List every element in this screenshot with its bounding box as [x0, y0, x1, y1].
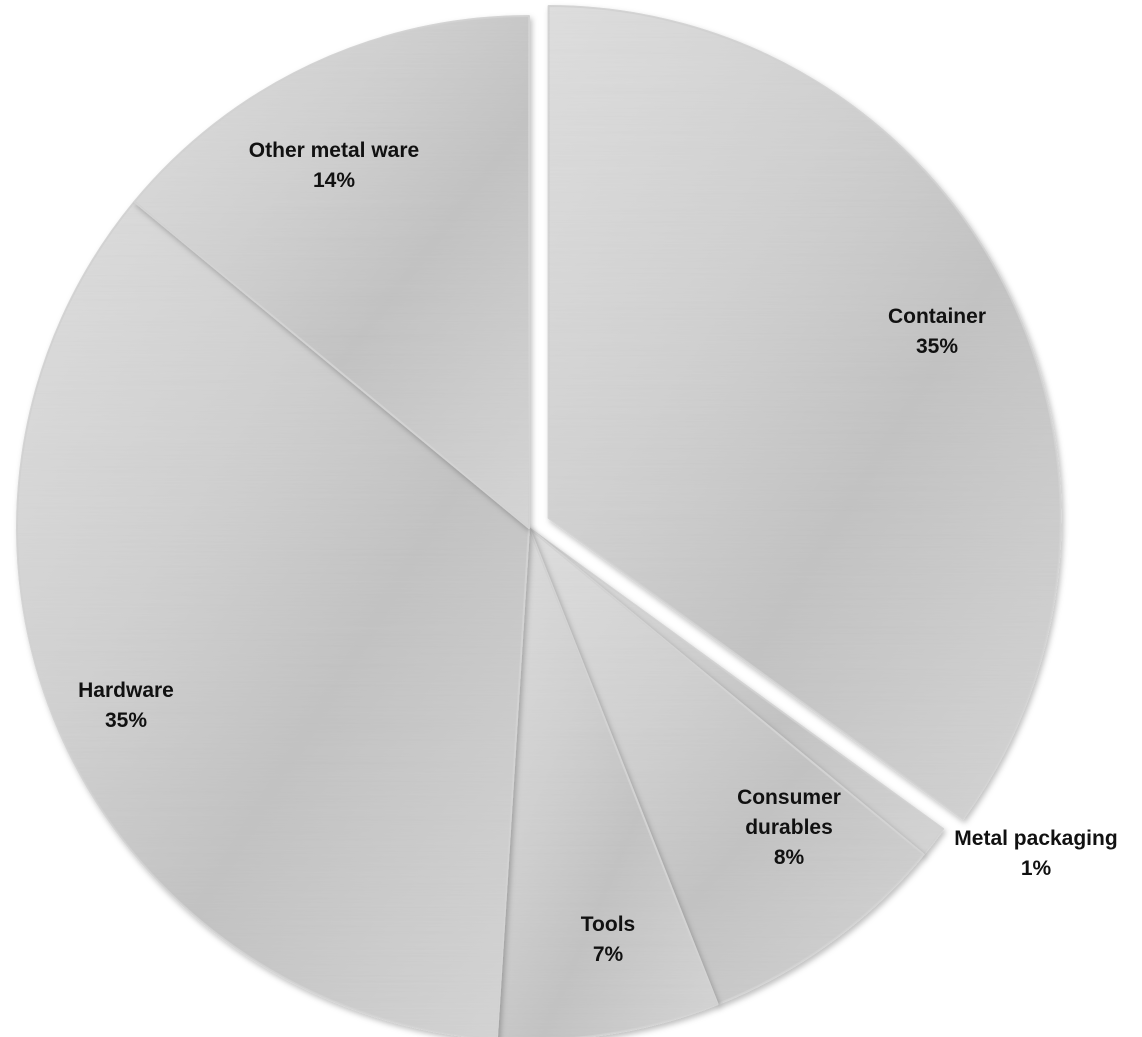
- pie-slice-texture-other-metal-ware: [134, 16, 529, 528]
- slice-value-label: 35%: [105, 709, 147, 732]
- pie-slices: [16, 5, 1062, 1037]
- slice-value-label: 35%: [916, 335, 958, 358]
- slice-label-container: Container 35%: [888, 305, 986, 358]
- slice-label-metal-packaging: Metal packaging 1%: [954, 827, 1117, 880]
- slice-name-label: Hardware: [78, 679, 174, 702]
- pie-slice-texture-tools: [496, 528, 718, 1037]
- slice-name-label: durables: [745, 816, 833, 839]
- slice-label-consumer-durables: Consumer durables 8%: [737, 786, 841, 869]
- slice-value-label: 14%: [313, 169, 355, 192]
- slice-value-label: 1%: [1021, 857, 1052, 880]
- slice-name-label: Container: [888, 305, 986, 328]
- slice-name-label: Metal packaging: [954, 827, 1117, 850]
- pie-slice-texture-hardware: [17, 201, 529, 1037]
- slice-label-hardware: Hardware 35%: [78, 679, 174, 732]
- pie-slice-texture-container: [548, 6, 1061, 819]
- slice-label-other-metal-ware: Other metal ware 14%: [249, 139, 419, 192]
- slice-value-label: 8%: [774, 846, 805, 869]
- pie-slice-texture-metal-packaging: [529, 528, 944, 855]
- pie-labels: Container 35% Metal packaging 1% Consumer dur…: [78, 139, 1118, 966]
- slice-name-label: Tools: [581, 913, 635, 936]
- slice-name-label: Other metal ware: [249, 139, 419, 162]
- slice-name-label: Consumer: [737, 786, 841, 809]
- slice-label-tools: Tools 7%: [581, 913, 635, 966]
- pie-slice-texture-consumer-durables: [529, 528, 924, 1005]
- slice-value-label: 7%: [593, 943, 624, 966]
